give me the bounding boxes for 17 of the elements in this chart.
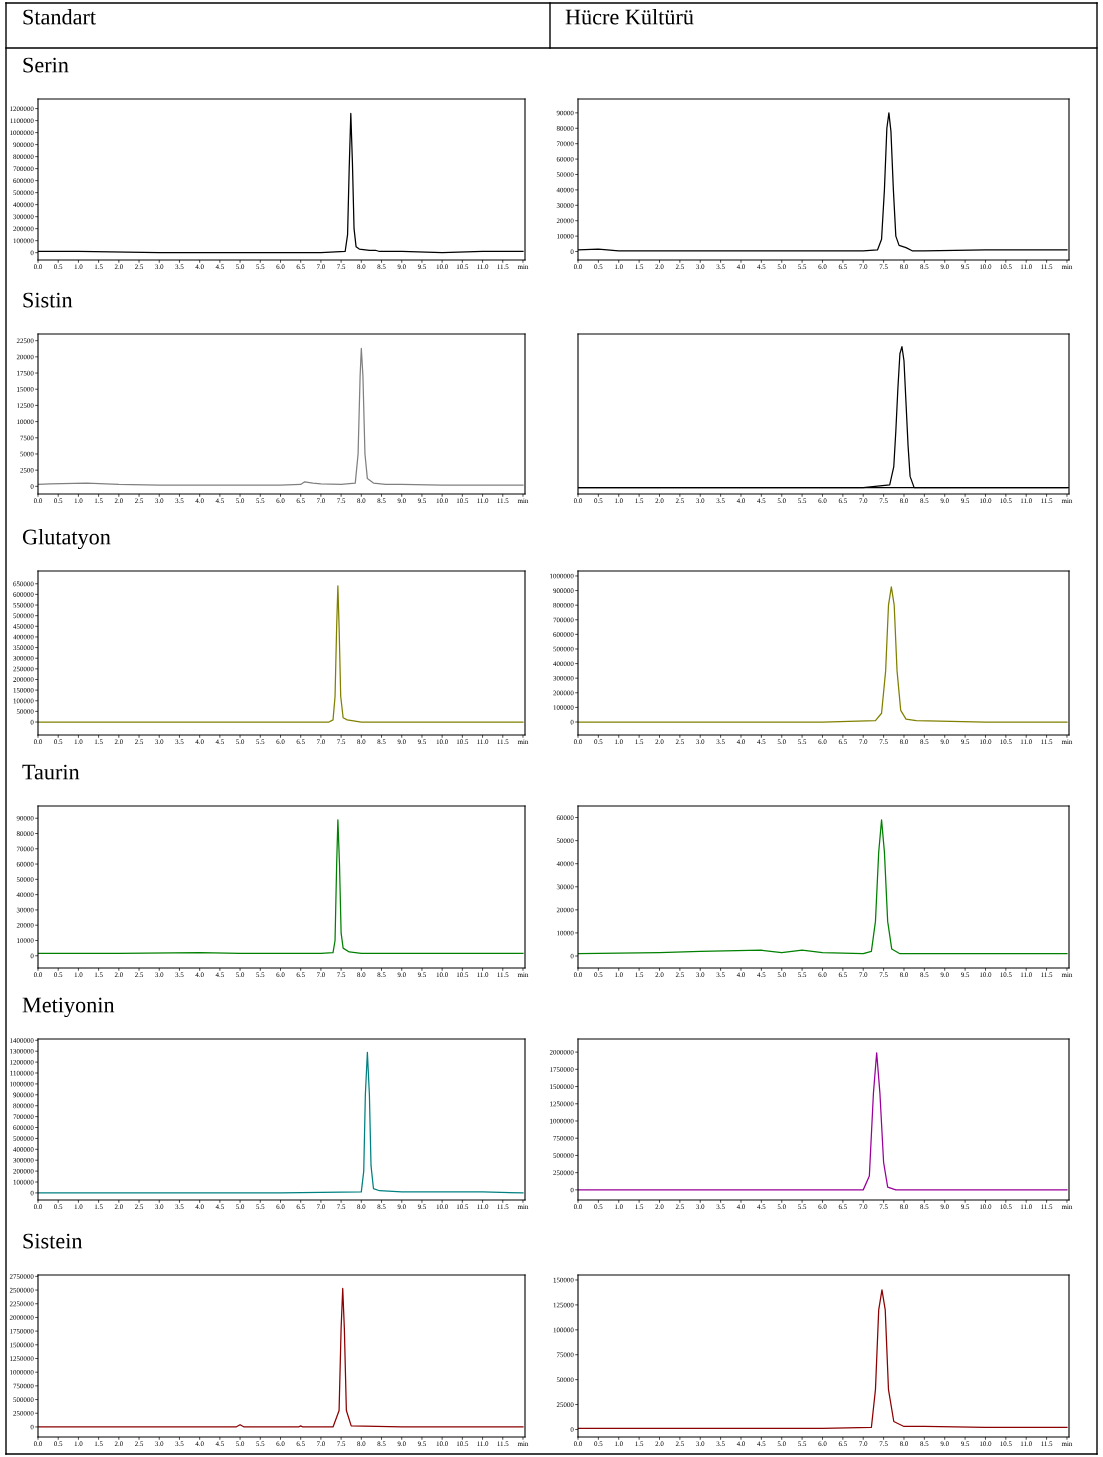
line-series <box>38 347 524 486</box>
line-series <box>38 819 524 955</box>
chart-title: Taurin <box>22 764 80 780</box>
line-series <box>578 819 1068 955</box>
line-series <box>578 1052 1068 1191</box>
chart-title: Serin <box>23 57 69 73</box>
line-series <box>38 1287 524 1428</box>
line-series <box>578 586 1068 723</box>
line-series <box>38 585 524 723</box>
text: Standart <box>23 8 96 25</box>
chart-title: Sistein <box>23 1233 83 1249</box>
chart-title: Glutatyon <box>22 528 111 550</box>
chart-title: Sistin <box>23 292 73 308</box>
line-series <box>38 1051 524 1194</box>
text: Hücre Kültürü <box>565 8 694 25</box>
chart-title: Metiyonin <box>22 997 115 1018</box>
line-series <box>578 1289 1068 1430</box>
